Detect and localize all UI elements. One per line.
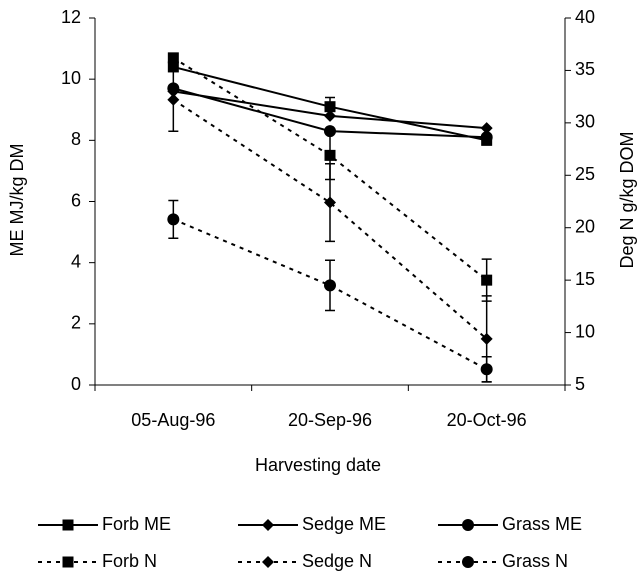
legend-marker [62, 556, 74, 568]
marker [167, 52, 179, 64]
y-tick-label: 6 [71, 190, 81, 210]
y-tick-label: 10 [61, 68, 81, 88]
y2-tick-label: 35 [575, 59, 595, 79]
x-axis-label: Harvesting date [255, 455, 381, 475]
y2-tick-label: 15 [575, 269, 595, 289]
marker [324, 279, 336, 292]
marker [167, 61, 179, 73]
x-tick-label: 20-Oct-96 [447, 410, 527, 430]
x-tick-label: 05-Aug-96 [131, 410, 215, 430]
x-tick-label: 20-Sep-96 [288, 410, 372, 430]
y2-tick-label: 10 [575, 321, 595, 341]
series-line [172, 56, 488, 281]
legend-label: Forb N [102, 551, 157, 571]
y2-tick-label: 5 [575, 374, 585, 394]
y2-tick-label: 40 [575, 7, 595, 27]
marker [324, 196, 336, 209]
y2-tick-label: 20 [575, 216, 595, 236]
marker [480, 332, 493, 345]
legend-marker [262, 556, 274, 568]
legend-marker [62, 519, 74, 531]
legend-marker [462, 556, 474, 568]
marker [167, 213, 180, 226]
legend-label: Sedge ME [302, 514, 386, 534]
marker [480, 363, 493, 376]
marker [324, 101, 336, 113]
legend-label: Grass ME [502, 514, 582, 534]
legend-label: Grass N [502, 551, 568, 571]
legend-marker [262, 519, 274, 531]
y2-axis-label: Deg N g/kg DOM [617, 131, 637, 268]
legend-label: Forb ME [102, 514, 171, 534]
legend-label: Sedge N [302, 551, 372, 571]
series-line [172, 218, 488, 371]
y-axis-label: ME MJ/kg DM [7, 143, 27, 256]
marker [167, 93, 180, 106]
y-tick-label: 0 [71, 374, 81, 394]
marker [324, 149, 336, 161]
marker [324, 109, 336, 122]
marker [480, 131, 493, 144]
y-tick-label: 8 [71, 129, 81, 149]
y-tick-label: 4 [71, 251, 81, 271]
legend-marker [462, 519, 474, 531]
y-tick-label: 2 [71, 313, 81, 333]
marker [481, 274, 493, 286]
y2-tick-label: 25 [575, 164, 595, 184]
series-line [172, 98, 488, 340]
marker [480, 122, 493, 135]
y-tick-label: 12 [61, 7, 81, 27]
y2-tick-label: 30 [575, 112, 595, 132]
